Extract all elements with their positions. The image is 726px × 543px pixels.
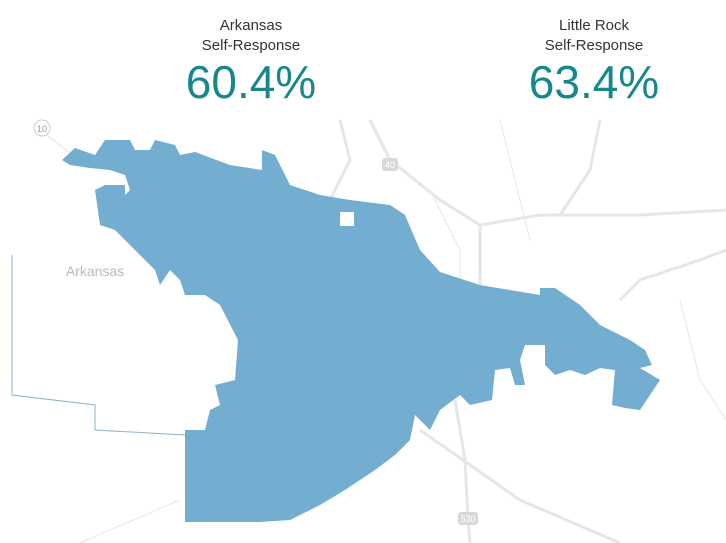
stat-value: 60.4% xyxy=(186,56,316,108)
stat-title: Self-Response xyxy=(545,37,643,54)
shield: 530 xyxy=(460,514,475,524)
shield: 10 xyxy=(37,124,47,134)
stat-title: Arkansas xyxy=(220,17,283,34)
city-boundary xyxy=(62,140,660,522)
stat-value: 63.4% xyxy=(529,56,659,108)
stat-title: Self-Response xyxy=(202,37,300,54)
stat-title: Little Rock xyxy=(559,17,630,34)
state-label: Arkansas xyxy=(66,263,124,279)
basemap: Arkansas 10 40 530 xyxy=(11,119,726,543)
shield: 40 xyxy=(385,160,395,170)
